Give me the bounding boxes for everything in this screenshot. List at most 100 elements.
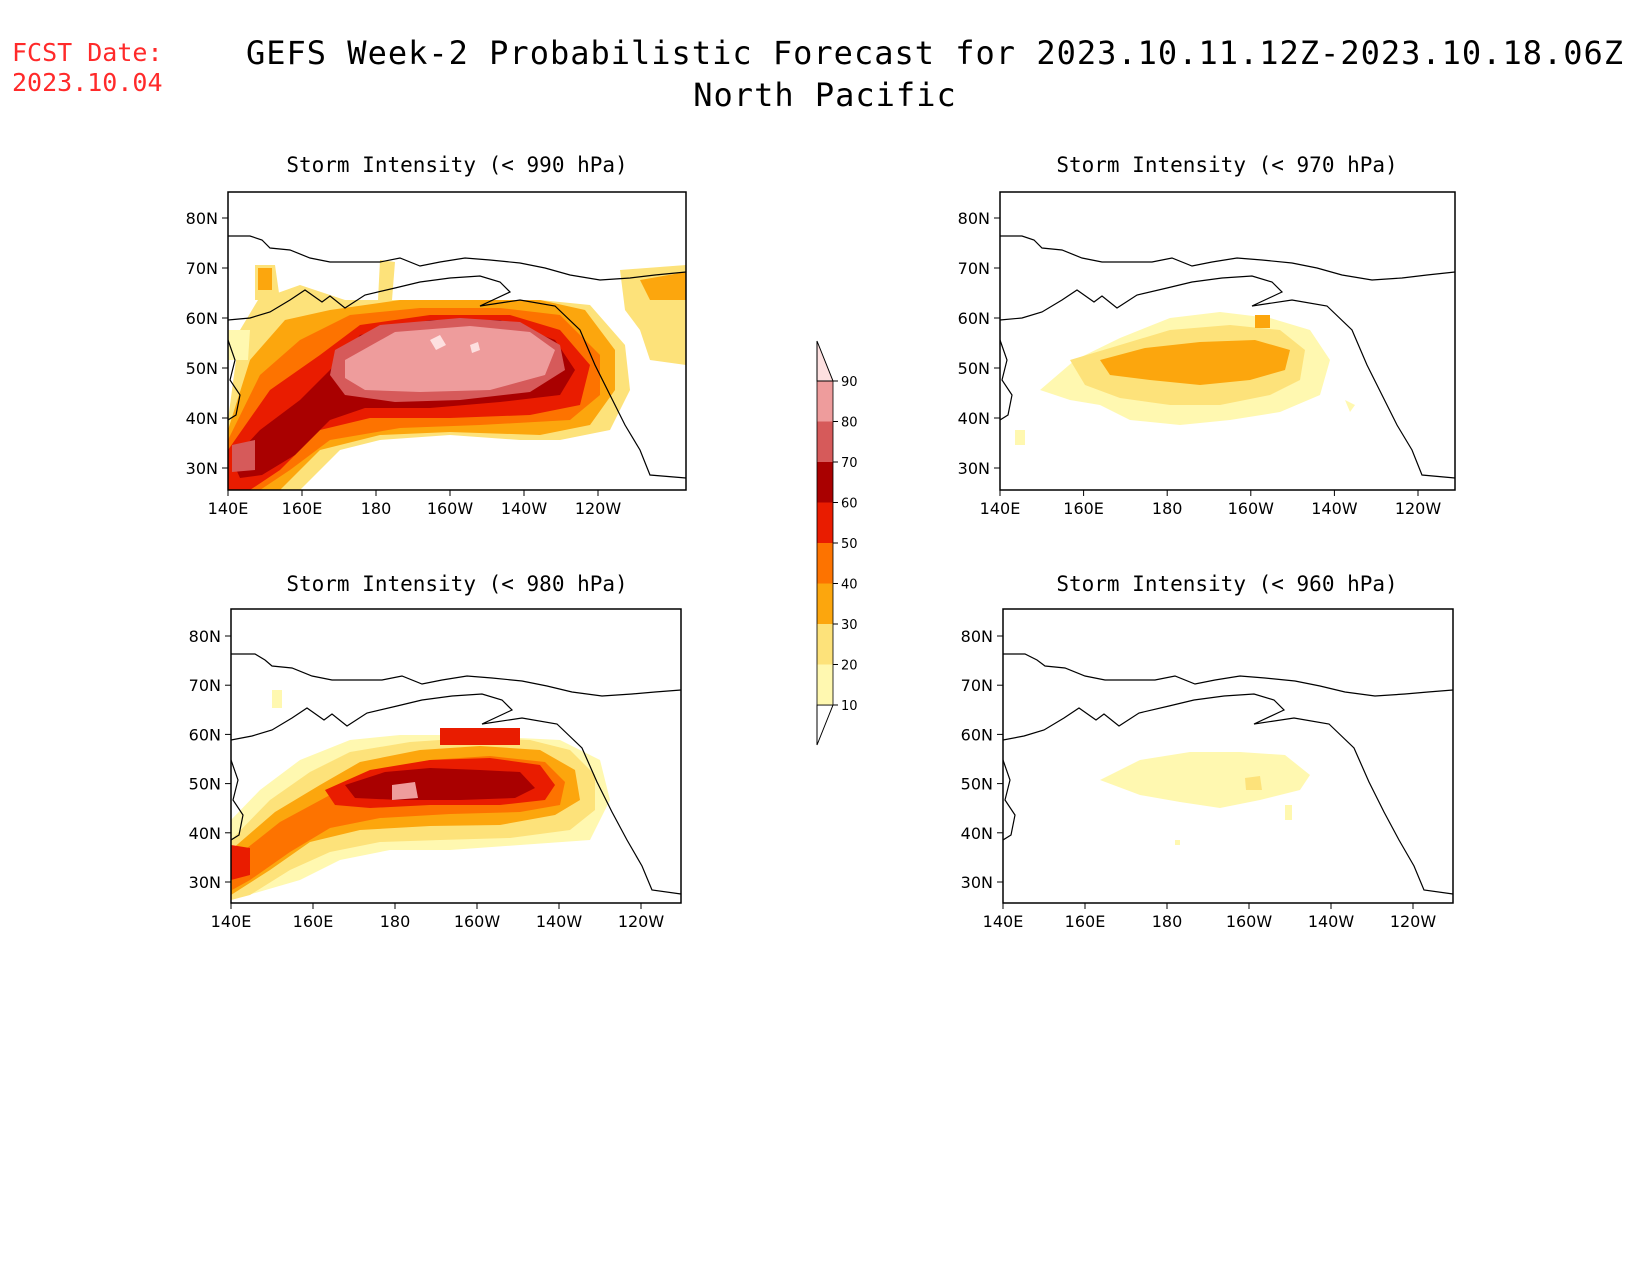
coastline — [228, 235, 686, 479]
lat-tick-label: 30N — [958, 459, 990, 478]
colorbar-tip-low — [816, 704, 834, 746]
colorbar-label: 70 — [841, 456, 858, 471]
lon-tick-label: 140W — [1311, 499, 1358, 518]
panel-storm-990: Storm Intensity (< 990 hPa) — [186, 153, 687, 518]
probability-field — [228, 260, 686, 490]
lon-tick-label: 140E — [983, 912, 1024, 931]
lat-tick-label: 80N — [958, 209, 990, 228]
lat-tick-label: 70N — [189, 676, 221, 695]
latitude-axis: 80N 70N 60N 50N 40N 30N — [961, 627, 1003, 892]
lon-tick-label: 140E — [208, 499, 249, 518]
lat-tick-label: 60N — [186, 309, 218, 328]
lon-tick-label: 160E — [1065, 912, 1106, 931]
lat-tick-label: 40N — [958, 409, 990, 428]
lat-tick-label: 70N — [186, 259, 218, 278]
longitude-axis: 140E 160E 180 160W 140W 120W — [983, 903, 1437, 931]
panel-title: Storm Intensity (< 960 hPa) — [1056, 572, 1397, 596]
probability-field — [1100, 752, 1310, 845]
lat-tick-label: 80N — [961, 627, 993, 646]
map-frame — [999, 191, 1456, 491]
panel-storm-960: Storm Intensity (< 960 hPa) 80N 70N 60N 50N… — [961, 572, 1454, 931]
lat-tick-label: 70N — [961, 676, 993, 695]
lat-tick-label: 50N — [189, 775, 221, 794]
fcst-date-value: 2023.10.04 — [12, 68, 163, 97]
lat-tick-label: 40N — [186, 409, 218, 428]
lon-tick-label: 180 — [380, 912, 411, 931]
lon-tick-label: 120W — [575, 499, 622, 518]
colorbar-label: 20 — [841, 659, 858, 674]
lon-tick-label: 120W — [618, 912, 665, 931]
lat-tick-label: 60N — [958, 309, 990, 328]
colorbar-label: 40 — [841, 578, 858, 593]
colorbar-swatch — [817, 664, 833, 705]
longitude-axis: 140E 160E 180 160W 140W 120W — [208, 490, 622, 518]
probability-field — [231, 690, 610, 900]
lat-tick-label: 50N — [958, 359, 990, 378]
lat-tick-label: 80N — [186, 209, 218, 228]
main-title: GEFS Week-2 Probabilistic Forecast for 2… — [0, 32, 1650, 116]
latitude-axis: 80N 70N 60N 50N 40N 30N — [189, 627, 231, 892]
panel-storm-970: Storm Intensity (< 970 hPa) 80N 70N 60N 50N… — [958, 153, 1456, 518]
coastline — [1003, 653, 1453, 895]
lat-tick-label: 50N — [961, 775, 993, 794]
longitude-axis: 140E 160E 180 160W 140W 120W — [980, 490, 1442, 518]
colorbar-swatch — [817, 624, 833, 665]
lon-tick-label: 140W — [501, 499, 548, 518]
map-frame — [1002, 608, 1454, 904]
map-frame — [227, 191, 687, 491]
latitude-axis: 80N 70N 60N 50N 40N 30N — [958, 209, 1000, 478]
coastline — [231, 653, 681, 895]
fcst-date-label: FCST Date: — [12, 38, 163, 67]
lon-tick-label: 160E — [282, 499, 323, 518]
lon-tick-label: 120W — [1395, 499, 1442, 518]
lat-tick-label: 60N — [189, 725, 221, 744]
lon-tick-label: 140W — [536, 912, 583, 931]
lon-tick-label: 140E — [980, 499, 1021, 518]
lon-tick-label: 160W — [1228, 499, 1275, 518]
colorbar-label: 90 — [841, 375, 858, 390]
panel-storm-980: Storm Intensity (< 980 hPa) 80N 70N 60N 50N… — [189, 572, 682, 931]
lon-tick-label: 180 — [1152, 912, 1183, 931]
colorbar-label: 80 — [841, 416, 858, 431]
map-frame — [230, 608, 682, 904]
colorbar-label: 60 — [841, 497, 858, 512]
colorbar-swatch — [817, 583, 833, 624]
forecast-date-block: FCST Date: 2023.10.04 — [12, 38, 163, 98]
longitude-axis: 140E 160E 180 160W 140W 120W — [211, 903, 665, 931]
lat-tick-label: 30N — [961, 873, 993, 892]
lon-tick-label: 180 — [361, 499, 392, 518]
lat-tick-label: 50N — [186, 359, 218, 378]
colorbar-legend: 10 20 30 40 50 60 70 80 90 — [816, 340, 858, 746]
colorbar-label: 50 — [841, 537, 858, 552]
panel-title: Storm Intensity (< 970 hPa) — [1056, 153, 1397, 177]
colorbar-swatch — [817, 543, 833, 584]
lon-tick-label: 160E — [1063, 499, 1104, 518]
lon-tick-label: 160W — [1226, 912, 1273, 931]
panel-title: Storm Intensity (< 990 hPa) — [286, 153, 627, 177]
lon-tick-label: 160W — [454, 912, 501, 931]
lat-tick-label: 30N — [189, 873, 221, 892]
colorbar-label: 30 — [841, 618, 858, 633]
forecast-title: GEFS Week-2 Probabilistic Forecast for 2… — [245, 34, 1625, 72]
lon-tick-label: 160W — [427, 499, 474, 518]
colorbar-swatch — [817, 421, 833, 462]
panel-title: Storm Intensity (< 980 hPa) — [286, 572, 627, 596]
colorbar-tip-high — [816, 340, 834, 382]
lon-tick-label: 140W — [1308, 912, 1355, 931]
lon-tick-label: 160E — [293, 912, 334, 931]
lat-tick-label: 80N — [189, 627, 221, 646]
lat-tick-label: 40N — [189, 824, 221, 843]
lon-tick-label: 120W — [1390, 912, 1437, 931]
lat-tick-label: 70N — [958, 259, 990, 278]
colorbar-swatch — [817, 381, 833, 422]
coastline — [1000, 235, 1455, 479]
lon-tick-label: 180 — [1152, 499, 1183, 518]
lat-tick-label: 40N — [961, 824, 993, 843]
probability-field — [1015, 312, 1355, 445]
colorbar-label: 10 — [841, 699, 858, 714]
latitude-axis: 80N 70N 60N 50N 40N 30N — [186, 209, 228, 478]
region-title: North Pacific — [693, 76, 957, 114]
lon-tick-label: 140E — [211, 912, 252, 931]
lat-tick-label: 30N — [186, 459, 218, 478]
